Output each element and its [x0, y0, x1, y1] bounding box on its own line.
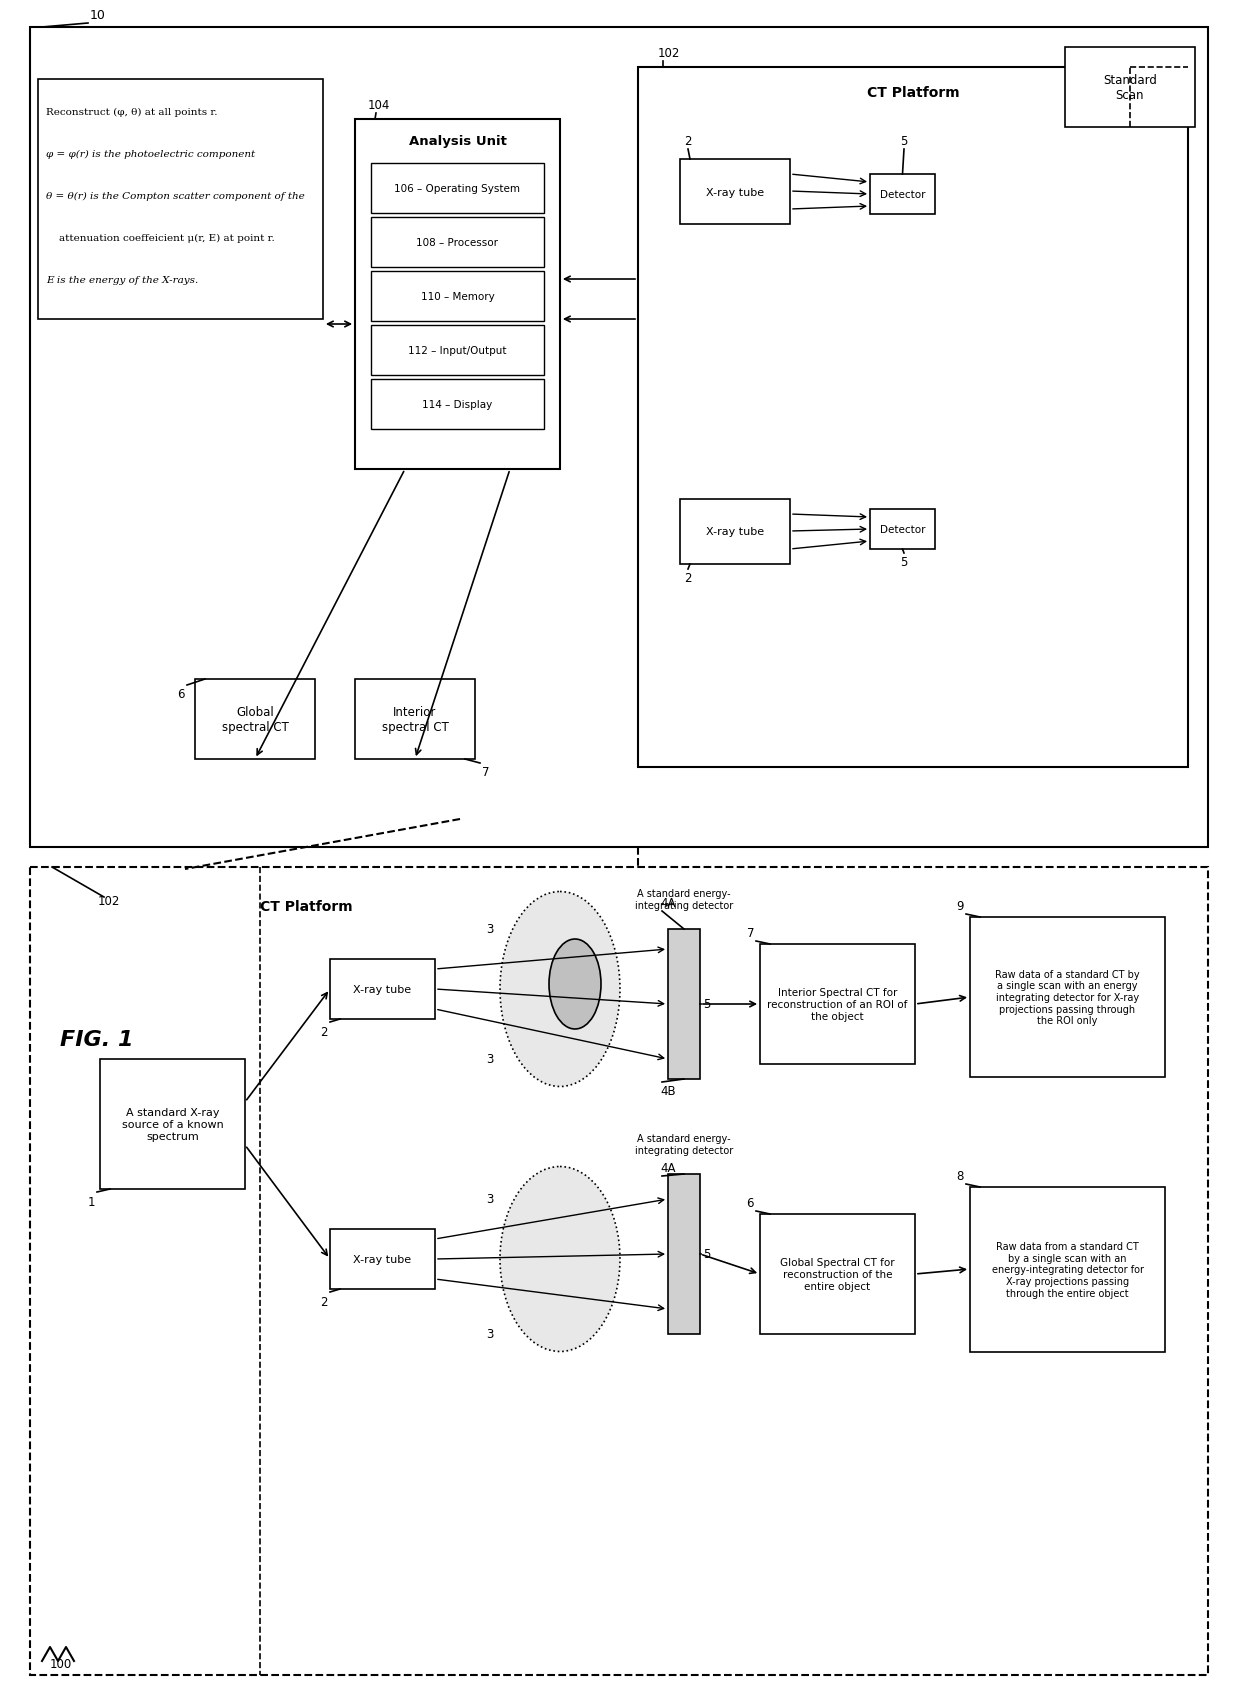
- Text: Global Spectral CT for
reconstruction of the
entire object: Global Spectral CT for reconstruction of…: [780, 1258, 895, 1290]
- Bar: [680, 160, 790, 225]
- Text: Global
spectral CT: Global spectral CT: [222, 705, 289, 734]
- Text: A standard energy-
integrating detector: A standard energy- integrating detector: [635, 1133, 733, 1156]
- Text: 104: 104: [368, 99, 391, 113]
- Ellipse shape: [549, 939, 601, 1029]
- Text: θ = θ(r) is the Compton scatter component of the: θ = θ(r) is the Compton scatter componen…: [46, 191, 305, 201]
- Text: Reconstruct (φ, θ) at all points r.: Reconstruct (φ, θ) at all points r.: [46, 108, 217, 118]
- Text: Detector: Detector: [879, 524, 925, 534]
- Text: CT Platform: CT Platform: [867, 85, 960, 101]
- Bar: [680, 500, 790, 565]
- Text: 10: 10: [91, 9, 105, 22]
- Text: 4B: 4B: [660, 1084, 676, 1098]
- Text: 1: 1: [88, 1195, 95, 1209]
- Text: A standard X-ray
source of a known
spectrum: A standard X-ray source of a known spect…: [122, 1108, 223, 1140]
- Text: Raw data from a standard CT
by a single scan with an
energy-integrating detector: Raw data from a standard CT by a single …: [992, 1241, 1143, 1297]
- Text: 102: 102: [98, 894, 120, 908]
- Text: E is the energy of the X-rays.: E is the energy of the X-rays.: [46, 277, 198, 285]
- Bar: [30, 27, 1208, 847]
- Bar: [760, 944, 915, 1065]
- Bar: [371, 379, 544, 430]
- Text: 4A: 4A: [660, 1161, 676, 1174]
- Bar: [371, 326, 544, 376]
- Text: 2: 2: [684, 572, 692, 586]
- Bar: [870, 174, 935, 215]
- Text: X-ray tube: X-ray tube: [706, 527, 764, 538]
- Bar: [1065, 48, 1195, 128]
- Text: 2: 2: [320, 1296, 329, 1308]
- Text: 3: 3: [486, 923, 494, 935]
- Bar: [970, 1188, 1166, 1352]
- Text: 112 – Input/Output: 112 – Input/Output: [408, 347, 507, 355]
- Text: CT Platform: CT Platform: [260, 900, 352, 913]
- Text: Analysis Unit: Analysis Unit: [408, 135, 506, 149]
- Text: 6: 6: [177, 688, 185, 700]
- Text: Interior
spectral CT: Interior spectral CT: [382, 705, 449, 734]
- Text: 108 – Processor: 108 – Processor: [417, 237, 498, 248]
- Text: 3: 3: [486, 1053, 494, 1065]
- Bar: [330, 959, 435, 1019]
- Text: 7: 7: [482, 765, 490, 778]
- Bar: [639, 68, 1188, 768]
- Text: 2: 2: [320, 1026, 329, 1038]
- Text: 7: 7: [746, 927, 754, 939]
- Text: Standard
Scan: Standard Scan: [1104, 73, 1157, 102]
- Bar: [870, 510, 935, 550]
- Text: 4A: 4A: [660, 896, 676, 910]
- Text: Detector: Detector: [879, 189, 925, 200]
- Text: 6: 6: [746, 1197, 754, 1209]
- Text: A standard energy-
integrating detector: A standard energy- integrating detector: [635, 889, 733, 910]
- Bar: [371, 218, 544, 268]
- Text: 8: 8: [956, 1169, 963, 1183]
- Bar: [30, 867, 1208, 1675]
- Bar: [195, 679, 315, 760]
- Text: 114 – Display: 114 – Display: [423, 399, 492, 410]
- Bar: [668, 929, 701, 1079]
- Text: Interior Spectral CT for
reconstruction of an ROI of
the object: Interior Spectral CT for reconstruction …: [768, 988, 908, 1021]
- Bar: [970, 917, 1166, 1077]
- Text: X-ray tube: X-ray tube: [353, 1255, 412, 1265]
- Bar: [760, 1214, 915, 1335]
- Text: 5: 5: [900, 556, 908, 568]
- Bar: [38, 80, 322, 319]
- Text: 5: 5: [703, 999, 711, 1011]
- Bar: [355, 119, 560, 469]
- Bar: [371, 271, 544, 323]
- Text: 100: 100: [50, 1657, 72, 1669]
- Text: 2: 2: [684, 135, 692, 149]
- Text: 3: 3: [486, 1193, 494, 1205]
- Text: X-ray tube: X-ray tube: [353, 985, 412, 995]
- Bar: [330, 1229, 435, 1289]
- Text: Raw data of a standard CT by
a single scan with an energy
integrating detector f: Raw data of a standard CT by a single sc…: [996, 970, 1140, 1026]
- Ellipse shape: [500, 1168, 620, 1352]
- Text: 106 – Operating System: 106 – Operating System: [394, 184, 521, 195]
- Text: 102: 102: [658, 48, 681, 60]
- Text: 9: 9: [956, 900, 963, 913]
- Text: 5: 5: [900, 135, 908, 149]
- Text: FIG. 1: FIG. 1: [60, 1029, 134, 1050]
- Bar: [668, 1174, 701, 1335]
- Text: X-ray tube: X-ray tube: [706, 188, 764, 198]
- Text: 110 – Memory: 110 – Memory: [420, 292, 495, 302]
- Ellipse shape: [500, 893, 620, 1087]
- Bar: [100, 1060, 246, 1190]
- Text: φ = φ(r) is the photoelectric component: φ = φ(r) is the photoelectric component: [46, 150, 255, 159]
- Bar: [355, 679, 475, 760]
- Text: 3: 3: [486, 1328, 494, 1340]
- Bar: [371, 164, 544, 213]
- Text: 5: 5: [703, 1248, 711, 1261]
- Text: attenuation coeffeicient μ(r, E) at point r.: attenuation coeffeicient μ(r, E) at poin…: [46, 234, 275, 242]
